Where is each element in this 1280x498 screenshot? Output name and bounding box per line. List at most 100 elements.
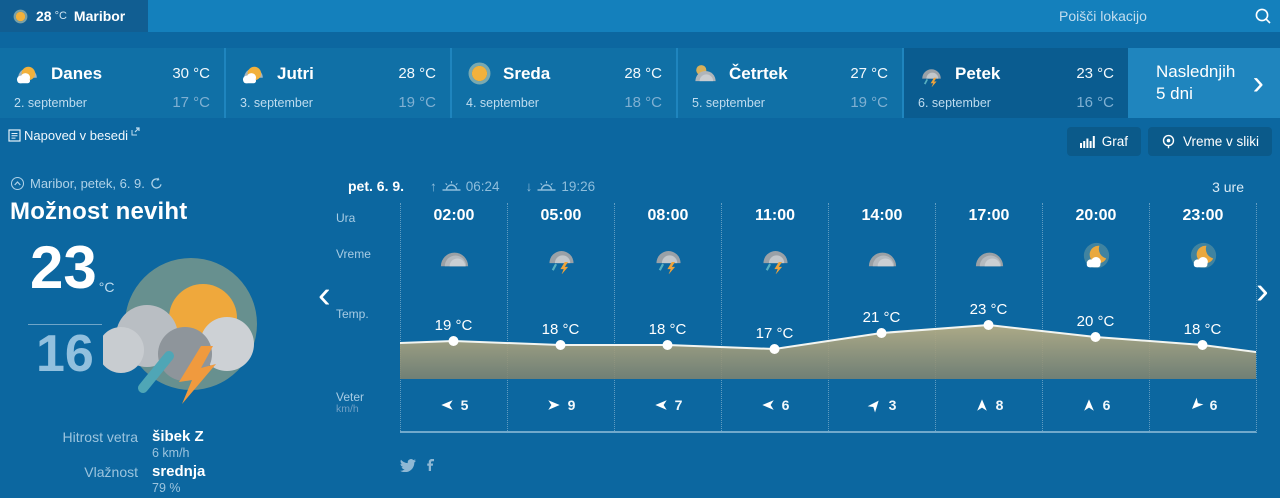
forecast-column-20:00: 20:00 6 xyxy=(1042,203,1149,431)
next-days-label-line2: 5 dni xyxy=(1156,84,1193,103)
day-high-temp: 23 °C xyxy=(1076,65,1114,82)
wind-direction-icon xyxy=(1186,395,1206,415)
search-icon[interactable] xyxy=(1246,7,1280,25)
wind-value: 6 xyxy=(1102,397,1111,413)
sun-icon xyxy=(12,8,29,25)
high-temperature-unit: °C xyxy=(98,279,115,295)
storm-icon xyxy=(615,233,721,279)
high-temperature: 23 °C xyxy=(30,238,115,313)
day-date: 6. september xyxy=(918,96,991,110)
wind-direction-icon xyxy=(654,398,668,412)
hour-label: 14:00 xyxy=(861,207,903,224)
wind-value: 3 xyxy=(888,397,897,413)
forecast-column-08:00: 08:00 7 xyxy=(614,203,721,431)
search-input[interactable] xyxy=(1045,8,1246,24)
graf-button[interactable]: Graf xyxy=(1066,127,1141,156)
wind-direction-icon xyxy=(1082,398,1096,412)
hourly-forecast-chart: Ura Vreme Temp. Veter km/h 19 °C 18 °C 18 … xyxy=(336,203,1257,433)
sun-cloud-icon xyxy=(14,60,41,87)
cloud-icon xyxy=(401,233,507,279)
hour-label: 23:00 xyxy=(1182,207,1224,224)
arrow-down-icon: ↓ xyxy=(525,178,533,194)
chart-header: pet. 6. 9. ↑ 06:24 ↓ 19:26 xyxy=(348,178,595,194)
interval-label: 3 ure xyxy=(1212,179,1244,195)
day-tab-label: Jutri xyxy=(277,63,314,83)
sunset-value: 19:26 xyxy=(561,178,596,194)
humidity-row: Vlažnost srednja 79 % xyxy=(0,463,205,495)
current-location-chip[interactable]: 28 °C Maribor xyxy=(0,0,148,32)
row-label-hour: Ura xyxy=(336,211,356,225)
wind-direction-icon xyxy=(975,398,989,412)
chevron-right-icon: › xyxy=(1252,63,1264,102)
humidity-label: Vlažnost xyxy=(84,464,138,480)
wind-value: 8 xyxy=(995,397,1004,413)
day-tab-3[interactable]: Četrtek 27 °C 5. september 19 °C xyxy=(678,48,902,118)
summary-location: Maribor, petek, 6. 9. xyxy=(10,176,163,191)
hour-label: 20:00 xyxy=(1075,207,1117,224)
day-tab-4[interactable]: Petek 23 °C 6. september 16 °C xyxy=(904,48,1128,118)
day-tab-0[interactable]: Danes 30 °C 2. september 17 °C xyxy=(0,48,224,118)
day-tabs: Danes 30 °C 2. september 17 °C Jutri 28 °C 3. … xyxy=(0,48,1280,118)
day-high-temp: 28 °C xyxy=(624,65,662,82)
graf-label: Graf xyxy=(1101,134,1128,149)
twitter-icon[interactable] xyxy=(400,458,416,472)
cloud-icon xyxy=(936,233,1042,279)
next-days-label-line1: Naslednjih xyxy=(1156,62,1236,81)
current-location: Maribor xyxy=(73,8,126,24)
chart-next-button[interactable]: › xyxy=(1256,270,1269,312)
day-high-temp: 27 °C xyxy=(850,65,888,82)
cloud-icon xyxy=(829,233,935,279)
hour-label: 17:00 xyxy=(968,207,1010,224)
forecast-column-02:00: 02:00 5 xyxy=(400,203,507,431)
summary-location-text: Maribor, petek, 6. 9. xyxy=(30,176,145,191)
hour-label: 11:00 xyxy=(754,207,796,224)
wind-value: 6 xyxy=(781,397,790,413)
row-label-weather: Vreme xyxy=(336,247,371,261)
temp-cell xyxy=(722,279,828,379)
text-forecast-link[interactable]: Napoved v besedi xyxy=(8,127,140,143)
wind-cell: 6 xyxy=(1043,379,1149,431)
day-tab-1[interactable]: Jutri 28 °C 3. september 19 °C xyxy=(226,48,450,118)
temp-divider xyxy=(28,324,102,325)
day-tab-label: Danes xyxy=(51,63,103,83)
hour-label: 02:00 xyxy=(433,207,475,224)
cloud-sun-icon xyxy=(692,60,719,87)
hour-label: 08:00 xyxy=(647,207,689,224)
wind-cell: 6 xyxy=(1150,379,1256,431)
row-label-wind: Veter km/h xyxy=(336,379,400,415)
social-share xyxy=(400,457,434,473)
refresh-icon[interactable] xyxy=(150,177,163,190)
weather-illustration xyxy=(103,252,268,404)
humidity-value: srednja xyxy=(152,463,206,480)
day-date: 5. september xyxy=(692,96,765,110)
day-tab-label: Četrtek xyxy=(729,63,788,83)
temp-cell xyxy=(1150,279,1256,379)
day-tab-label: Petek xyxy=(955,63,1001,83)
location-pin-icon xyxy=(1161,134,1176,149)
topbar: 28 °C Maribor xyxy=(0,0,1280,32)
condition-title: Možnost neviht xyxy=(10,198,188,225)
humidity-detail: 79 % xyxy=(152,481,181,495)
vreme-v-sliki-button[interactable]: Vreme v sliki xyxy=(1147,127,1272,156)
day-low-temp: 19 °C xyxy=(850,94,888,111)
temp-cell xyxy=(829,279,935,379)
high-temperature-value: 23 xyxy=(30,234,97,301)
chart-prev-button[interactable]: ‹ xyxy=(318,274,331,316)
next-5-days-button[interactable]: Naslednjih 5 dni › xyxy=(1128,48,1280,118)
sunrise-time: ↑ 06:24 xyxy=(430,179,500,194)
wind-speed-row: Hitrost vetra šibek Z 6 km/h xyxy=(0,428,204,460)
sunset-time: ↓ 19:26 xyxy=(526,179,596,194)
day-tab-2[interactable]: Sreda 28 °C 4. september 18 °C xyxy=(452,48,676,118)
wind-value: 7 xyxy=(674,397,683,413)
row-label-temp: Temp. xyxy=(336,307,369,321)
wind-cell: 7 xyxy=(615,379,721,431)
temp-cell xyxy=(508,279,614,379)
wind-speed-label: Hitrost vetra xyxy=(62,429,138,445)
day-low-temp: 19 °C xyxy=(398,94,436,111)
forecast-column-05:00: 05:00 9 xyxy=(507,203,614,431)
facebook-icon[interactable] xyxy=(425,457,434,473)
day-tab-label: Sreda xyxy=(503,63,551,83)
wind-cell: 3 xyxy=(829,379,935,431)
view-buttons: Graf Vreme v sliki xyxy=(1066,127,1272,156)
